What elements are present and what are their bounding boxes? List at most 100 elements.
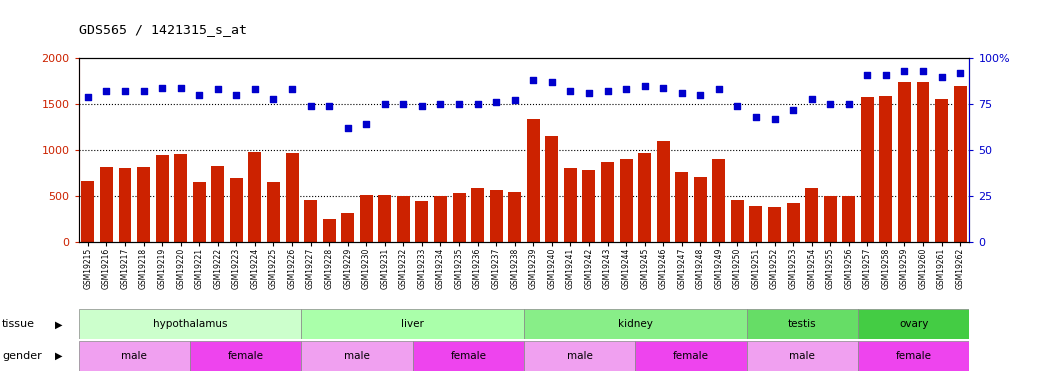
Bar xyxy=(787,203,800,242)
Bar xyxy=(619,159,633,242)
Bar xyxy=(638,153,651,242)
Bar xyxy=(82,181,94,242)
Point xyxy=(933,74,949,80)
Point xyxy=(228,92,245,98)
Bar xyxy=(694,177,706,242)
Bar xyxy=(524,341,635,371)
Point xyxy=(562,88,578,94)
Bar xyxy=(508,192,521,242)
Point xyxy=(116,88,133,94)
Point xyxy=(432,101,449,107)
Bar xyxy=(285,153,299,242)
Point xyxy=(822,101,838,107)
Bar xyxy=(342,213,354,242)
Bar xyxy=(359,195,373,242)
Bar xyxy=(472,188,484,242)
Point xyxy=(357,121,374,127)
Text: female: female xyxy=(451,351,486,361)
Bar xyxy=(100,168,113,242)
Point xyxy=(154,84,171,90)
Point xyxy=(99,88,115,94)
Bar xyxy=(434,196,447,242)
Bar xyxy=(155,154,169,242)
Text: ▶: ▶ xyxy=(54,351,62,361)
Point xyxy=(210,86,226,92)
Point xyxy=(729,103,746,109)
Bar xyxy=(583,170,595,242)
Bar xyxy=(564,168,576,242)
Text: female: female xyxy=(896,351,932,361)
Bar xyxy=(879,96,893,242)
Bar xyxy=(212,166,224,242)
Text: ▶: ▶ xyxy=(54,320,62,329)
Point xyxy=(376,101,393,107)
Point xyxy=(711,86,727,92)
Point xyxy=(803,96,820,102)
Text: male: male xyxy=(122,351,147,361)
Bar xyxy=(898,82,911,242)
Point xyxy=(506,98,523,104)
Point xyxy=(265,96,282,102)
Bar xyxy=(713,159,725,242)
Point xyxy=(191,92,208,98)
Point xyxy=(302,103,319,109)
Bar xyxy=(230,178,243,242)
Point xyxy=(747,114,764,120)
Bar xyxy=(601,162,614,242)
Bar xyxy=(824,196,836,242)
Point xyxy=(599,88,616,94)
Text: gender: gender xyxy=(2,351,42,361)
Point xyxy=(340,125,356,131)
Text: male: male xyxy=(567,351,592,361)
Bar xyxy=(267,182,280,242)
Bar xyxy=(768,207,781,242)
Bar xyxy=(657,141,670,242)
Bar xyxy=(174,154,188,242)
Bar xyxy=(954,86,966,242)
Bar xyxy=(302,341,413,371)
Point xyxy=(135,88,152,94)
Point xyxy=(840,101,857,107)
Point xyxy=(581,90,597,96)
Point xyxy=(692,92,708,98)
Point xyxy=(859,72,876,78)
Point xyxy=(395,101,412,107)
Point xyxy=(470,101,486,107)
Bar xyxy=(935,99,948,242)
Point xyxy=(172,84,189,90)
Point xyxy=(451,101,467,107)
Bar xyxy=(304,200,318,242)
Bar xyxy=(858,309,969,339)
Text: liver: liver xyxy=(401,320,424,329)
Bar xyxy=(413,341,524,371)
Point xyxy=(877,72,894,78)
Text: male: male xyxy=(789,351,815,361)
Bar xyxy=(858,341,969,371)
Bar xyxy=(79,341,190,371)
Bar xyxy=(302,309,524,339)
Point xyxy=(246,86,263,92)
Point xyxy=(766,116,783,122)
Point xyxy=(655,84,672,90)
Bar xyxy=(415,201,429,242)
Bar xyxy=(137,166,150,242)
Bar xyxy=(453,193,465,242)
Bar xyxy=(79,309,301,339)
Bar xyxy=(118,168,131,242)
Bar xyxy=(489,190,503,242)
Bar xyxy=(860,97,874,242)
Point xyxy=(636,83,653,89)
Bar xyxy=(527,119,540,242)
Bar xyxy=(675,172,689,242)
Bar xyxy=(524,309,746,339)
Text: tissue: tissue xyxy=(2,320,35,329)
Point xyxy=(525,77,542,83)
Bar xyxy=(843,196,855,242)
Point xyxy=(785,106,802,112)
Bar xyxy=(248,152,261,242)
Point xyxy=(952,70,968,76)
Text: female: female xyxy=(227,351,264,361)
Bar xyxy=(323,219,335,242)
Bar xyxy=(730,200,744,242)
Bar xyxy=(746,341,858,371)
